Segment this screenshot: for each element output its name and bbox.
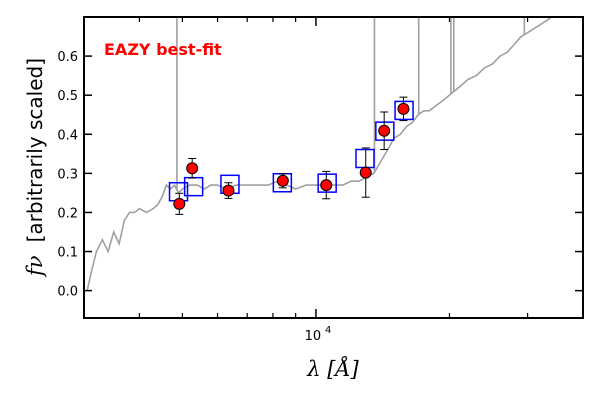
y-axis-label-symbol: fν — [23, 255, 47, 278]
axis-labels: 0.0 0.1 0.2 0.3 0.4 0.5 0.6 10 4 — [57, 50, 331, 344]
y-tick-label: 0.0 — [57, 285, 78, 300]
observed-photometry-point — [222, 184, 235, 197]
y-tick-label: 0.4 — [57, 128, 78, 143]
observed-photometry-point — [276, 174, 289, 187]
y-axis-label: fν [arbitrarily scaled] — [23, 58, 47, 278]
observed-photometry-point — [397, 102, 410, 115]
axis-ticks — [84, 17, 583, 318]
model-photometry-square — [317, 173, 337, 193]
y-tick-label: 0.1 — [57, 246, 78, 261]
plot-frame — [83, 16, 584, 319]
observed-photometry-point — [359, 166, 372, 179]
x-tick-label: 10 — [305, 329, 322, 344]
y-axis-label-text: [arbitrarily scaled] — [23, 58, 47, 242]
model-photometry-square — [394, 100, 414, 121]
svg-text:fν [arbitrarily scaled]: fν [arbitrarily scaled] — [23, 58, 47, 278]
observed-photometry-point — [320, 179, 333, 192]
model-photometry-square — [375, 121, 395, 141]
y-tick-label: 0.5 — [57, 89, 78, 104]
eazy-best-fit-annotation: EAZY best-fit — [104, 40, 222, 59]
x-axis-label: λ [Å] — [306, 356, 359, 381]
observed-photometry-point — [173, 197, 186, 210]
y-tick-label: 0.6 — [57, 50, 78, 65]
y-tick-label: 0.3 — [57, 167, 78, 182]
y-tick-label: 0.2 — [57, 206, 78, 221]
observed-photometry-point — [186, 162, 199, 175]
plot-area — [86, 17, 558, 291]
observed-photometry-point — [378, 124, 391, 137]
x-tick-label-exponent: 4 — [325, 325, 331, 336]
